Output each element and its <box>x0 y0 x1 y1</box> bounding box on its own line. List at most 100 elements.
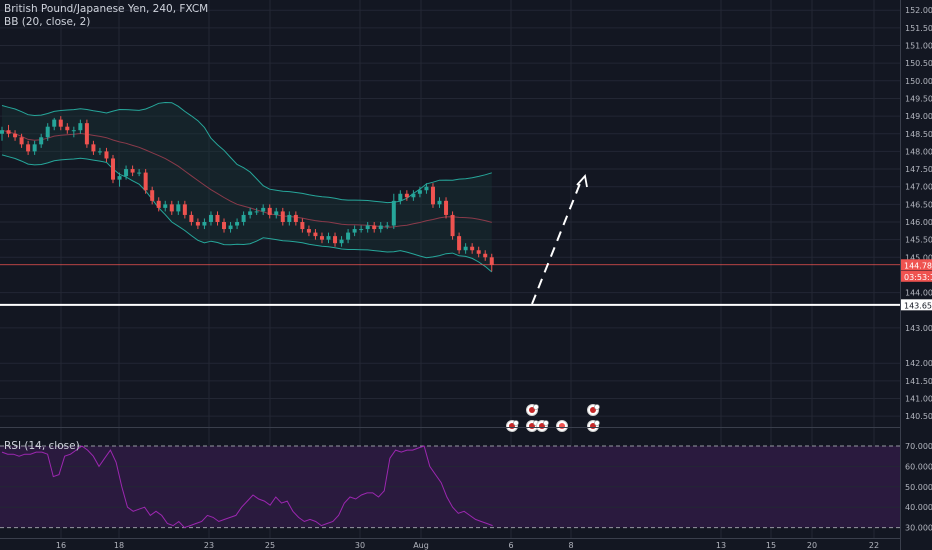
candle-body <box>424 186 429 191</box>
price-tick-label: 141.000 <box>905 395 932 404</box>
time-tick-label: 13 <box>716 541 726 550</box>
price-tick-label: 151.000 <box>905 42 932 51</box>
candle-body <box>306 229 311 233</box>
price-tick-label: 151.500 <box>905 24 932 33</box>
candle-body <box>359 229 364 231</box>
bb-basis-line <box>1 129 492 228</box>
price-tick-label: 143.000 <box>905 324 932 333</box>
candle-body <box>130 169 135 173</box>
candle-body <box>437 200 442 205</box>
candle-body <box>417 190 422 194</box>
event-markers <box>506 404 600 432</box>
price-tick-label: 150.000 <box>905 77 932 86</box>
candle-body <box>45 126 50 138</box>
candle-body <box>176 204 181 212</box>
rsi-tick-label: 30.0000 <box>905 524 932 533</box>
time-tick-label: 25 <box>265 541 275 550</box>
candle-body <box>411 193 416 198</box>
time-tick-label: Aug <box>413 541 429 550</box>
price-tick-label: 148.000 <box>905 147 932 156</box>
candle-body <box>287 214 292 222</box>
candle-body <box>235 222 240 226</box>
candle-body <box>339 239 344 244</box>
candle-body <box>254 211 259 213</box>
price-tick-label: 147.500 <box>905 165 932 174</box>
candle-body <box>457 236 462 251</box>
time-tick-label: 20 <box>807 541 817 550</box>
candle-body <box>241 214 246 222</box>
candle-body <box>293 214 298 222</box>
rsi-tick-label: 60.0000 <box>905 462 932 471</box>
candle-body <box>398 193 403 201</box>
last-price-tag-label: 144.788 <box>904 261 932 270</box>
candle-body <box>6 130 11 134</box>
time-tick-label: 18 <box>114 541 124 550</box>
candle-body <box>65 126 70 131</box>
time-axis[interactable]: 16 18 23 25 30 Aug 6 8 13 15 20 22 <box>0 538 900 550</box>
candle-body <box>156 200 161 208</box>
candle-body <box>313 232 318 237</box>
price-tick-label: 149.000 <box>905 112 932 121</box>
candle-body <box>91 144 96 152</box>
symbol-legend[interactable]: British Pound/Japanese Yen, 240, FXCM <box>4 3 209 15</box>
price-tick-label: 145.000 <box>905 253 932 262</box>
candle-body <box>0 130 4 134</box>
price-tick-label: 146.000 <box>905 218 932 227</box>
candle-body <box>117 176 122 180</box>
candle-body <box>97 151 102 153</box>
candle-body <box>26 144 31 152</box>
candle-body <box>202 222 207 226</box>
price-tick-label: 145.500 <box>905 236 932 245</box>
candle-body <box>182 204 187 215</box>
candle-body <box>483 253 488 258</box>
rsi-legend[interactable]: RSI (14, close) <box>4 440 80 452</box>
price-tick-label: 152.000 <box>905 6 932 15</box>
bb-upper-line <box>1 101 492 204</box>
hline-tag-label: 143.654 <box>904 301 932 310</box>
candle-body <box>150 190 155 201</box>
candle-body <box>13 133 18 138</box>
candle-body <box>111 158 116 180</box>
candle-body <box>326 236 331 240</box>
candle-body <box>300 222 305 230</box>
candle-body <box>163 204 168 208</box>
rsi-tick-label: 40.0000 <box>905 503 932 512</box>
price-tick-label: 144.000 <box>905 289 932 298</box>
candle-body <box>365 225 370 230</box>
candle-body <box>333 236 338 244</box>
price-tick-label: 147.000 <box>905 183 932 192</box>
price-tick-label: 141.500 <box>905 377 932 386</box>
price-tick-label: 149.500 <box>905 94 932 103</box>
candle-body <box>378 225 383 230</box>
rsi-pane <box>0 445 900 529</box>
event-badge-icon <box>513 420 519 426</box>
candle-body <box>267 207 272 215</box>
price-axis[interactable]: 152.000 151.500 151.000 150.500 150.000 149.5… <box>900 0 932 550</box>
event-badge-icon <box>543 420 549 426</box>
candle-body <box>208 214 213 222</box>
candle-body <box>248 211 253 215</box>
time-tick-label: 23 <box>204 541 214 550</box>
event-marker-dot <box>529 407 535 413</box>
event-badge-icon <box>594 420 600 426</box>
candle-body <box>32 144 37 152</box>
time-tick-label: 8 <box>568 541 573 550</box>
event-marker-dot <box>559 423 565 429</box>
bollinger-bands <box>1 101 493 273</box>
candle-body <box>444 200 449 215</box>
rsi-tick-label: 70.0000 <box>905 442 932 451</box>
candle-body <box>195 222 200 226</box>
time-tick-label: 22 <box>869 541 879 550</box>
candle-body <box>489 257 494 265</box>
bb-legend[interactable]: BB (20, close, 2) <box>4 16 91 28</box>
candle-body <box>169 204 174 212</box>
last-price-tag <box>901 259 932 271</box>
event-badge-icon <box>594 404 600 410</box>
candle-body <box>215 214 220 222</box>
event-marker-dot <box>590 407 596 413</box>
overlays <box>0 174 900 306</box>
candle-body <box>137 172 142 174</box>
time-tick-label: 15 <box>766 541 776 550</box>
candle-body <box>19 137 24 145</box>
